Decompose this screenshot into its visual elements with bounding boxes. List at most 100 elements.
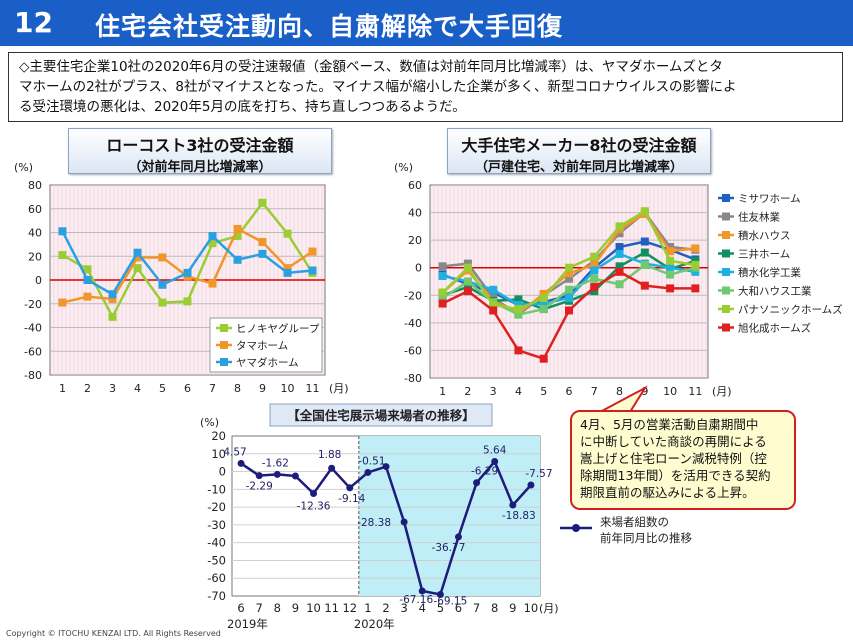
major-xtick-label: 1 [439, 385, 446, 398]
major-xtick-label: 5 [540, 385, 547, 398]
visitor-xtick-label: 9 [292, 601, 299, 615]
visitor-data-label: -6.29 [471, 466, 498, 478]
lowcost-point-2 [133, 248, 142, 257]
lowcost-point-1 [158, 253, 167, 262]
major-xtick-label: 10 [663, 385, 677, 398]
visitor-point [491, 458, 499, 466]
visitor-point [473, 479, 481, 487]
major-ytick-label: 20 [408, 234, 422, 247]
visitor-xtick-label: 8 [491, 601, 498, 615]
lowcost-ytick-label: 0 [35, 274, 42, 287]
major-point-7 [615, 267, 624, 276]
lowcost-xtick-label: 8 [234, 382, 241, 395]
summary-box: ◇主要住宅企業10社の2020年6月の受注速報値（金額ベース、数値は対前年同月比… [8, 52, 843, 122]
visitor-point [436, 590, 444, 598]
major-xtick-label: 11 [688, 385, 702, 398]
annotation-note: 4月、5月の営業活動自粛期間中 に中断していた商談の再開による 嵩上げと住宅ロー… [570, 410, 796, 510]
major-point-7 [463, 287, 472, 296]
visitor-chart-title-box [269, 403, 493, 427]
visitor-point [328, 464, 336, 472]
major-chart-header: 大手住宅メーカー8社の受注金額 （戸建住宅、対前年同月比増減率） [447, 128, 711, 175]
visitor-ytick-label: 10 [211, 447, 226, 461]
major-ytick-label: -40 [404, 317, 422, 330]
visitor-ytick-label: 20 [211, 429, 226, 443]
major-xtick-label: 9 [641, 385, 648, 398]
visitor-point [310, 490, 318, 498]
major-point-6 [565, 263, 573, 272]
major-legend-marker [722, 194, 730, 202]
lowcost-point-0 [108, 312, 117, 321]
major-legend-marker [722, 268, 730, 276]
lowcost-ytick-label: -80 [24, 369, 42, 382]
lowcost-xtick-label: 9 [259, 382, 266, 395]
major-point-5 [565, 285, 573, 294]
lowcost-ylabel: (%) [14, 161, 33, 174]
visitor-chart-title: 【全国住宅展示場来場者の推移】 [287, 408, 475, 423]
major-point-4 [489, 285, 498, 294]
major-point-6 [615, 222, 624, 231]
major-legend-marker [722, 212, 730, 221]
lowcost-point-1 [308, 247, 317, 256]
lowcost-xtick-label: 7 [209, 382, 216, 395]
lowcost-legend-label: ヒノキヤグループ [236, 322, 320, 335]
visitor-ylabel: (%) [200, 416, 219, 429]
major-point-0 [640, 237, 649, 246]
visitor-xtick-label: 3 [400, 601, 407, 615]
visitor-point [273, 470, 281, 478]
major-point-7 [666, 284, 675, 293]
visitor-point [346, 484, 354, 492]
lowcost-xtick-label: 11 [306, 382, 320, 395]
lowcost-xlabel: (月) [329, 382, 349, 395]
major-point-2 [666, 247, 675, 256]
visitor-year-label: 2020年 [354, 617, 395, 631]
major-xtick-label: 6 [566, 385, 573, 398]
lowcost-point-2 [58, 227, 67, 236]
lowcost-point-0 [58, 251, 67, 260]
visitor-ytick-label: -70 [207, 589, 226, 603]
major-ytick-label: -20 [404, 289, 422, 302]
note-line-5: 期限直前の駆込みによる上昇。 [580, 485, 755, 500]
visitor-data-label: -36.77 [432, 542, 466, 554]
visitor-xtick-label: 6 [237, 601, 244, 615]
lowcost-ytick-label: 80 [28, 179, 42, 192]
major-ytick-label: 60 [408, 179, 422, 192]
visitor-data-label: -28.38 [357, 517, 391, 529]
major-point-5 [640, 260, 649, 269]
major-chart-title: 大手住宅メーカー8社の受注金額 [461, 136, 697, 155]
major-point-6 [640, 207, 649, 216]
major-legend-label: 積水ハウス [738, 229, 791, 242]
visitor-xtick-label: 7 [256, 601, 263, 615]
visitor-point [382, 463, 390, 471]
visitor-xtick-label: 10 [306, 601, 321, 615]
visitor-point [418, 587, 426, 595]
lowcost-ytick-label: -20 [24, 298, 42, 311]
lowcost-ytick-label: 40 [28, 227, 42, 240]
major-point-6 [666, 256, 675, 265]
visitor-point [364, 468, 372, 476]
major-legend-label: 積水化学工業 [738, 266, 801, 279]
lowcost-legend-label: ヤマダホーム [236, 356, 299, 369]
lowcost-point-0 [283, 229, 292, 238]
major-point-6 [590, 252, 599, 261]
major-ytick-label: 40 [408, 207, 422, 220]
visitor-xtick-label: 2 [382, 601, 389, 615]
visitor-ytick-label: -50 [207, 553, 226, 567]
visitor-xlabel: (月) [539, 602, 559, 615]
lowcost-point-2 [158, 280, 167, 289]
visitor-ytick-label: 0 [219, 465, 226, 479]
visitor-data-label: 4.57 [223, 446, 246, 458]
lowcost-point-2 [83, 276, 92, 284]
note-line-1: 4月、5月の営業活動自粛期間中 [580, 417, 759, 432]
major-point-6 [514, 305, 523, 314]
visitor-point [509, 501, 517, 509]
major-point-7 [514, 346, 523, 355]
major-point-7 [590, 283, 599, 292]
major-point-5 [590, 274, 599, 283]
lowcost-point-0 [183, 297, 192, 306]
major-point-3 [640, 248, 649, 257]
lowcost-point-1 [58, 298, 67, 307]
visitor-ytick-label: -20 [207, 500, 226, 514]
visitor-data-label: -12.36 [297, 501, 331, 513]
visitor-xtick-label: 12 [342, 601, 357, 615]
lowcost-ytick-label: 60 [28, 203, 42, 216]
